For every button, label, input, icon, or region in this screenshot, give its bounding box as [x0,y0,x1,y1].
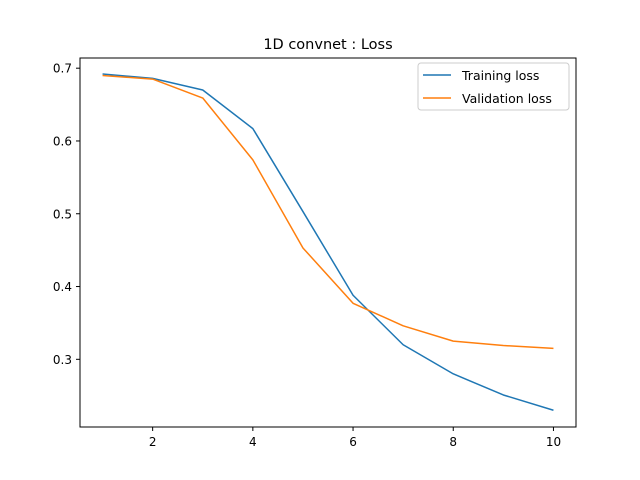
x-tick-label: 6 [349,435,357,449]
axes-layer: 2 4 6 8 10 0.3 0.4 0.5 0.6 0.7 [53,57,577,449]
series-line-validation-loss [102,74,554,350]
x-tick-label: 2 [149,435,157,449]
data-point-validation-loss [152,78,154,80]
data-point-training-loss [402,344,404,346]
plot-frame [79,57,577,428]
data-point-validation-loss [402,325,404,327]
legend: Training loss Validation loss [417,62,570,111]
series-layer [102,73,554,411]
y-tick-label: 0.4 [53,280,72,294]
x-tick-label: 10 [546,435,561,449]
data-point-validation-loss [503,345,505,347]
data-point-validation-loss [553,348,555,350]
data-point-validation-loss [453,340,455,342]
data-point-training-loss [352,295,354,297]
data-point-training-loss [102,73,104,75]
y-tick-label: 0.5 [53,207,72,221]
y-tick-label: 0.6 [53,134,72,148]
data-point-training-loss [503,394,505,396]
x-tick-label: 4 [249,435,257,449]
y-tick-label: 0.3 [53,353,72,367]
legend-label-training-loss: Training loss [461,68,539,83]
y-tick-label: 0.7 [53,62,72,76]
legend-label-validation-loss: Validation loss [462,91,552,106]
x-tick-label: 8 [449,435,457,449]
chart-title: 1D convnet : Loss [263,37,392,53]
data-point-training-loss [302,211,304,213]
data-point-training-loss [202,89,204,91]
data-point-validation-loss [102,75,104,77]
data-point-validation-loss [352,303,354,305]
data-point-training-loss [553,410,555,412]
data-point-training-loss [252,128,254,130]
data-point-validation-loss [202,97,204,99]
series-line-training-loss [102,73,554,411]
data-point-training-loss [453,373,455,375]
legend-frame [417,62,570,111]
data-point-validation-loss [252,159,254,161]
data-point-validation-loss [302,247,304,249]
